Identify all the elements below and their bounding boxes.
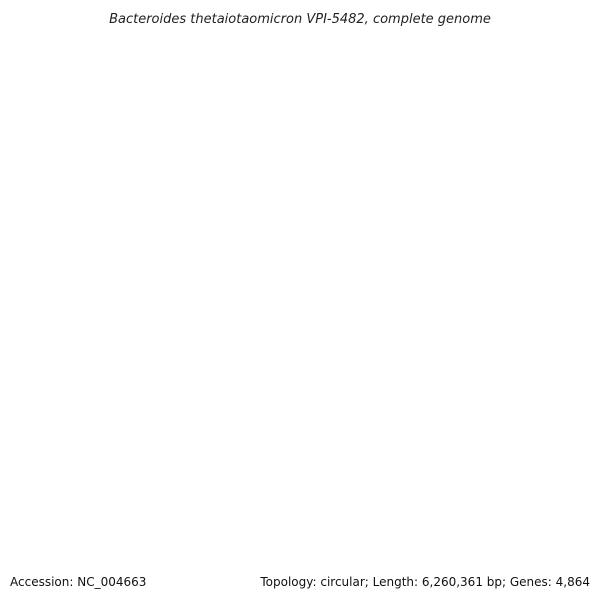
accession-text: Accession: NC_004663 <box>10 575 147 589</box>
genome-summary-text: Topology: circular; Length: 6,260,361 bp… <box>260 575 590 589</box>
map-title: Bacteroides thetaiotaomicron VPI-5482, c… <box>109 12 491 27</box>
